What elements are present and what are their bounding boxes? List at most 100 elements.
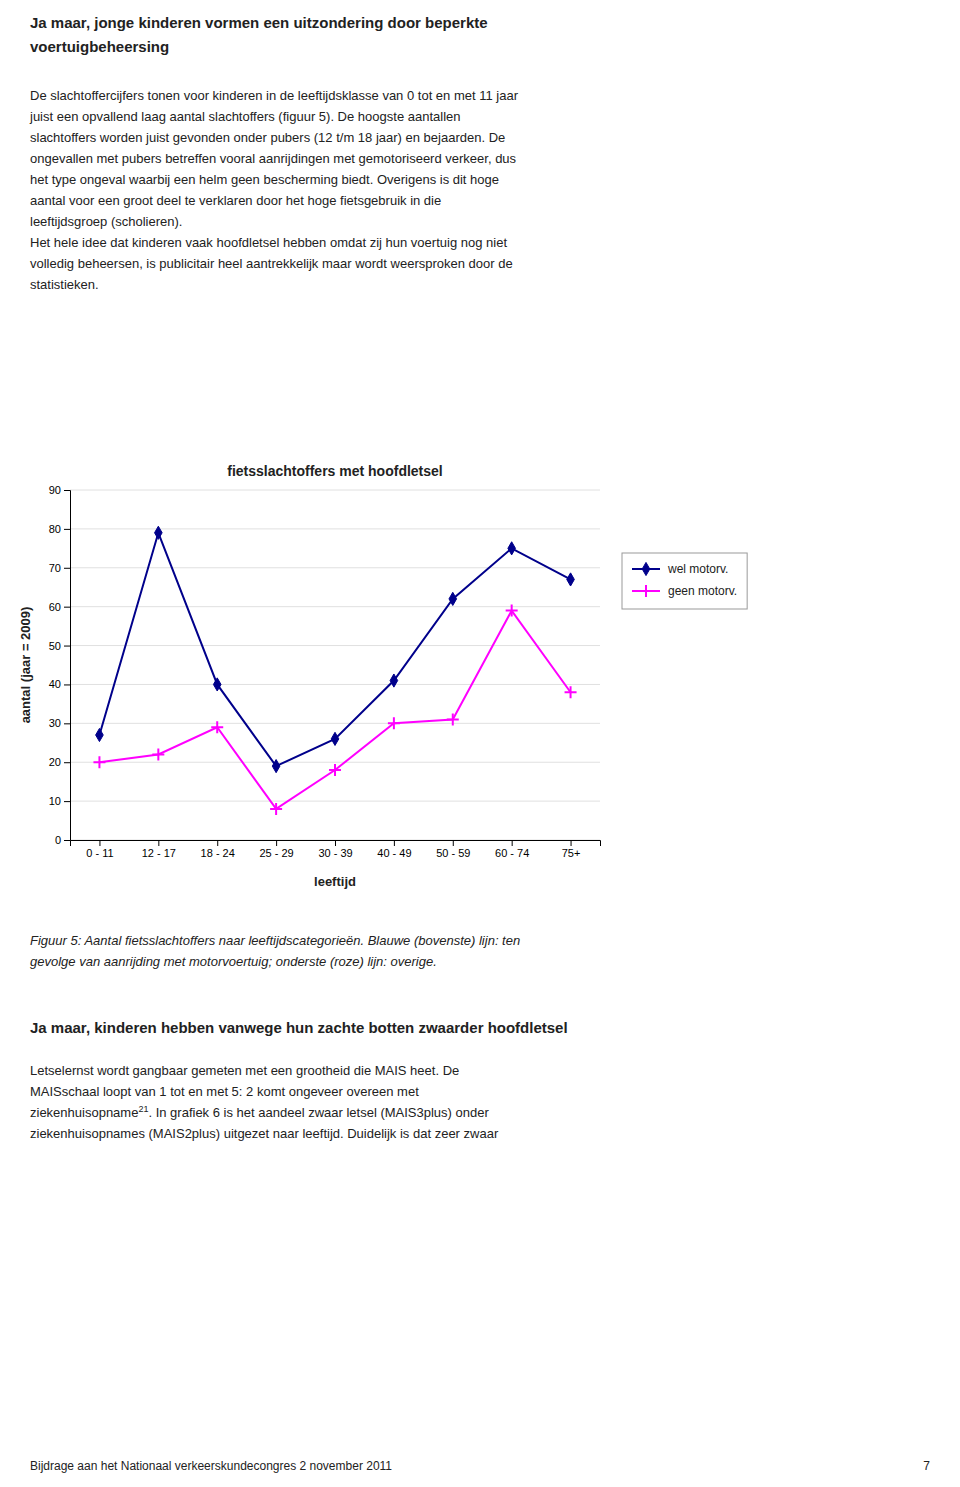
legend-marker xyxy=(640,585,652,597)
y-tick-mark xyxy=(64,684,70,685)
point xyxy=(390,674,398,687)
x-tick-mark xyxy=(99,840,100,846)
x-tick: 0 - 11 xyxy=(86,840,113,859)
x-tick: 75+ xyxy=(562,840,581,859)
grid-line xyxy=(70,606,600,607)
body-text: . In grafiek 6 is het aandeel zwaar lets… xyxy=(148,1105,489,1120)
point xyxy=(329,764,341,776)
x-tick-label: 25 - 29 xyxy=(259,847,293,859)
y-tick-label: 80 xyxy=(49,523,61,535)
body-text: De slachtoffercijfers tonen voor kindere… xyxy=(30,88,519,103)
body-text: MAISschaal loopt van 1 tot en met 5: 2 k… xyxy=(30,1084,419,1099)
x-tick-label: 75+ xyxy=(562,847,581,859)
body-text: statistieken. xyxy=(30,277,99,292)
page-number: 7 xyxy=(923,1459,930,1473)
marks xyxy=(93,526,576,815)
x-tick-label: 18 - 24 xyxy=(201,847,235,859)
x-tick-mark xyxy=(158,840,159,846)
x-tick-label: 12 - 17 xyxy=(142,847,176,859)
legend-marker xyxy=(642,562,650,575)
point xyxy=(272,760,280,773)
superscript: 21 xyxy=(138,1104,148,1114)
x-tick-mark xyxy=(453,840,454,846)
y-tick-label: 10 xyxy=(49,795,61,807)
y-tick: 20 xyxy=(49,756,70,768)
point xyxy=(96,728,104,741)
heading: Ja maar, jonge kinderen vormen een uitzo… xyxy=(30,14,488,31)
chart-title: fietsslachtoffers met hoofdletsel xyxy=(227,463,443,479)
grid xyxy=(70,490,600,840)
body-text: ziekenhuisopname21. In grafiek 6 is het … xyxy=(30,1104,489,1120)
y-tick: 50 xyxy=(49,640,70,652)
x-tick: 12 - 17 xyxy=(142,840,176,859)
y-tick-mark xyxy=(64,723,70,724)
x-tick-label: 50 - 59 xyxy=(436,847,470,859)
body-text: volledig beheersen, is publicitair heel … xyxy=(30,256,513,271)
point xyxy=(506,605,518,617)
point xyxy=(93,756,105,768)
y-tick-mark xyxy=(64,568,70,569)
y-tick: 0 xyxy=(55,834,70,846)
y-tick-label: 60 xyxy=(49,601,61,613)
y-tick-mark xyxy=(64,646,70,647)
point xyxy=(449,592,457,605)
body-text: slachtoffers worden juist gevonden onder… xyxy=(30,130,505,145)
series xyxy=(93,605,576,815)
body-text: Letselernst wordt gangbaar gemeten met e… xyxy=(30,1063,459,1078)
y-axis-line xyxy=(64,491,71,841)
body-text: aantal voor een groot deel te verklaren … xyxy=(30,193,441,208)
legend-item: wel motorv. xyxy=(632,562,728,576)
y-tick-label: 90 xyxy=(49,484,61,496)
body-text: leeftijdsgroep (scholieren). xyxy=(30,214,182,229)
y-axis: 0 10 20 30 40 50 60 70 80 90 xyxy=(49,484,71,846)
x-tick-label: 60 - 74 xyxy=(495,847,529,859)
y-tick-mark xyxy=(64,607,70,608)
x-tick-mark xyxy=(335,840,336,846)
body-text: het type ongeval waarbij een helm geen b… xyxy=(30,172,499,187)
x-tick-mark xyxy=(276,840,277,846)
y-tick-label: 70 xyxy=(49,562,61,574)
heading: Ja maar, kinderen hebben vanwege hun zac… xyxy=(30,1019,568,1036)
point xyxy=(152,748,164,760)
body-text: ongevallen met pubers betreffen vooral a… xyxy=(30,151,517,166)
x-tick-mark xyxy=(394,840,395,846)
legend-item: geen motorv. xyxy=(632,584,737,598)
y-tick-label: 20 xyxy=(49,756,61,768)
heading: voertuigbeheersing xyxy=(30,38,169,55)
point xyxy=(565,686,577,698)
point xyxy=(508,542,516,555)
series xyxy=(96,526,575,772)
x-tick: 18 - 24 xyxy=(201,840,235,859)
grid-line xyxy=(70,567,600,568)
y-tick-label: 50 xyxy=(49,640,61,652)
body-text: ziekenhuisopname xyxy=(30,1105,138,1120)
grid-line xyxy=(70,684,600,685)
y-tick-label: 40 xyxy=(49,678,61,690)
point xyxy=(567,573,575,586)
x-axis-title: leeftijd xyxy=(314,874,356,889)
point xyxy=(331,732,339,745)
grid-line xyxy=(70,723,600,724)
y-tick-label: 30 xyxy=(49,717,61,729)
point xyxy=(447,713,459,725)
x-tick: 30 - 39 xyxy=(318,840,352,859)
line xyxy=(99,611,570,809)
point xyxy=(270,803,282,815)
y-tick-mark xyxy=(64,490,70,491)
body-text: Het hele idee dat kinderen vaak hoofdlet… xyxy=(30,235,507,250)
x-tick-label: 0 - 11 xyxy=(86,847,113,859)
y-tick-mark xyxy=(64,762,70,763)
y-tick-label: 0 xyxy=(55,834,61,846)
x-axis-line xyxy=(71,841,601,847)
y-tick: 70 xyxy=(49,562,70,574)
x-tick-mark xyxy=(512,840,513,846)
x-axis: 0 - 1112 - 1718 - 2425 - 2930 - 3940 - 4… xyxy=(71,840,601,859)
x-tick: 25 - 29 xyxy=(259,840,293,859)
grid-line xyxy=(70,645,600,646)
footer: Bijdrage aan het Nationaal verkeerskunde… xyxy=(30,1459,392,1473)
x-tick-mark xyxy=(217,840,218,846)
x-tick: 60 - 74 xyxy=(495,840,529,859)
body-text: juist een opvallend laag aantal slachtof… xyxy=(29,109,461,124)
point xyxy=(213,678,221,691)
point xyxy=(388,717,400,729)
